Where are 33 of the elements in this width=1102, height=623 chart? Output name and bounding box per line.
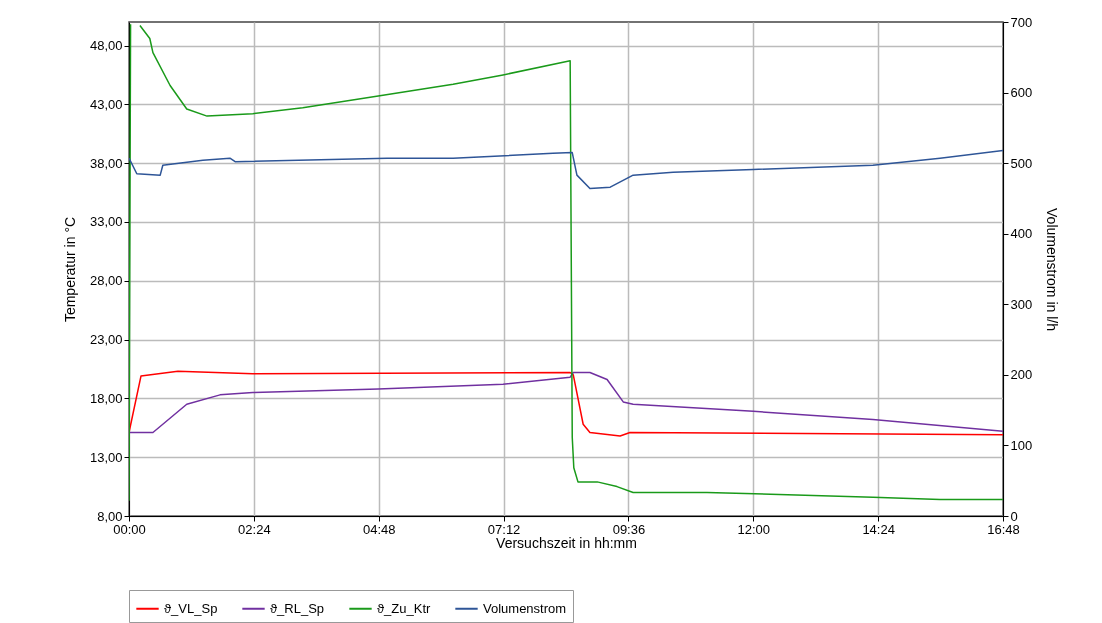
x-tick-label: 00:00 [113,521,146,537]
x-tick-label: 14:24 [862,521,895,537]
y-tick-label: 43,00 [89,96,123,112]
y-tick-label: 33,00 [89,214,123,230]
x-tick-label: 04:48 [362,521,396,537]
y-tick-label: 18,00 [89,390,123,406]
y-tick-label: 48,00 [89,38,123,54]
x-tick-label: 02:24 [238,521,271,537]
y2-tick-label: 200 [1010,367,1033,383]
y2-tick-label: 0 [1010,508,1018,524]
y2-axis-title: Volumenstrom in l/h [1044,208,1061,331]
y-axis-title: Temperatur in °C [61,216,78,323]
y2-tick-label: 100 [1010,437,1033,453]
x-tick-label: 07:12 [487,521,521,537]
legend-label: ϑ_VL_Sp [164,600,218,616]
y-tick-label: 13,00 [89,449,123,465]
legend-label: ϑ_Zu_Ktr [377,600,432,616]
y2-tick-label: 500 [1010,155,1033,171]
y-tick-label: 23,00 [89,332,123,348]
x-tick-label: 16:48 [987,521,1020,537]
y-tick-label: 8,00 [97,508,123,524]
x-axis-title: Versuchszeit in hh:mm [496,534,637,551]
y2-tick-label: 700 [1010,14,1033,30]
y2-tick-label: 400 [1010,226,1033,242]
x-tick-label: 09:36 [612,521,646,537]
legend-label: Volumenstrom [483,600,567,616]
x-tick-label: 12:00 [737,521,771,537]
legend-label: ϑ_RL_Sp [270,600,325,616]
line-series [129,149,1003,190]
y-tick-label: 28,00 [89,273,123,289]
y-tick-label: 38,00 [89,155,123,171]
y2-tick-label: 300 [1010,296,1033,312]
y2-tick-label: 600 [1010,85,1033,101]
